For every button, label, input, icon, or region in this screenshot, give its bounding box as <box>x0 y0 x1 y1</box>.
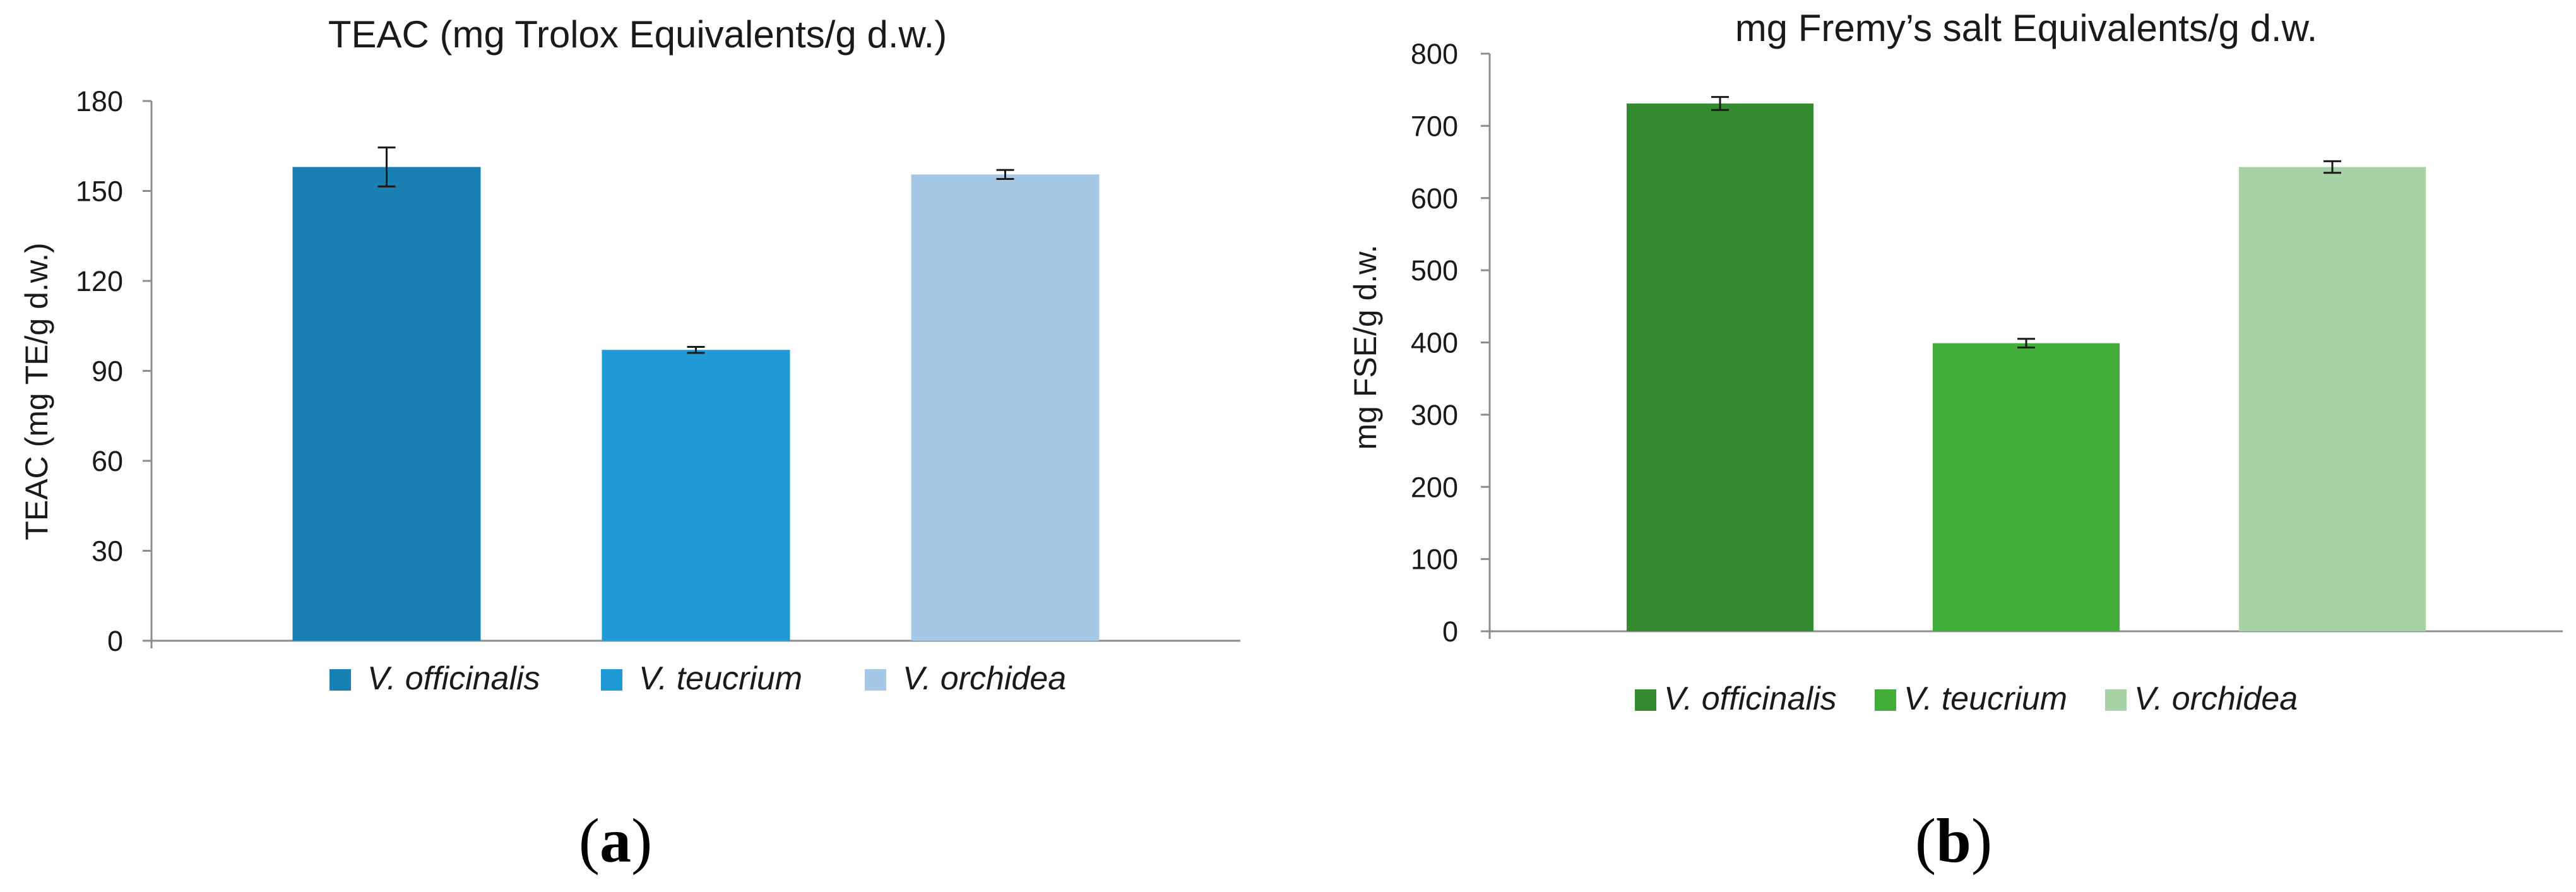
panel-label-a: (a) <box>579 806 653 876</box>
chart-b: mg Fremy’s salt Equivalents/g d.w. mg FSE… <box>1348 7 2563 717</box>
legend-swatch <box>865 669 886 691</box>
legend-label: V. teucrium <box>1904 681 2067 717</box>
legend-swatch <box>329 669 351 691</box>
legend-label: V. orchidea <box>2134 681 2298 717</box>
y-tick-label: 500 <box>1411 254 1458 287</box>
y-axis-label: mg FSE/g d.w. <box>1348 244 1383 449</box>
y-tick-label: 30 <box>92 535 123 568</box>
y-tick-label: 400 <box>1411 327 1458 359</box>
legend-label: V. teucrium <box>639 660 802 697</box>
y-tick-label: 200 <box>1411 471 1458 503</box>
legend-swatch <box>1875 689 1896 711</box>
y-tick-label: 800 <box>1411 38 1458 70</box>
y-tick-label: 150 <box>76 175 123 208</box>
bar <box>602 350 790 641</box>
y-tick-label: 90 <box>92 355 123 388</box>
y-tick-label: 600 <box>1411 182 1458 215</box>
bar <box>1933 343 2120 631</box>
y-axis-label: TEAC (mg TE/g d.w.) <box>19 242 54 540</box>
y-tick-label: 120 <box>76 265 123 297</box>
y-tick-label: 0 <box>1442 615 1458 648</box>
panel-label-b: (b) <box>1915 806 1992 876</box>
y-tick-label: 100 <box>1411 544 1458 576</box>
bar <box>911 174 1100 641</box>
legend-swatch <box>2105 689 2127 711</box>
chart-a: TEAC (mg Trolox Equivalents/g d.w.) TEAC … <box>19 13 1240 697</box>
legend-label: V. officinalis <box>367 660 540 697</box>
chart-title: mg Fremy’s salt Equivalents/g d.w. <box>1735 7 2318 49</box>
chart-title: TEAC (mg Trolox Equivalents/g d.w.) <box>328 13 947 56</box>
y-tick-label: 700 <box>1411 110 1458 142</box>
y-tick-label: 300 <box>1411 399 1458 431</box>
bar <box>292 167 481 641</box>
bar <box>2239 167 2426 632</box>
legend-label: V. officinalis <box>1664 681 1837 717</box>
legend-swatch <box>601 669 622 691</box>
bar <box>1627 103 1813 631</box>
y-tick-label: 60 <box>92 445 123 477</box>
y-tick-label: 180 <box>76 85 123 117</box>
y-tick-label: 0 <box>107 625 123 657</box>
legend-label: V. orchidea <box>903 660 1066 697</box>
legend-swatch <box>1635 689 1656 711</box>
